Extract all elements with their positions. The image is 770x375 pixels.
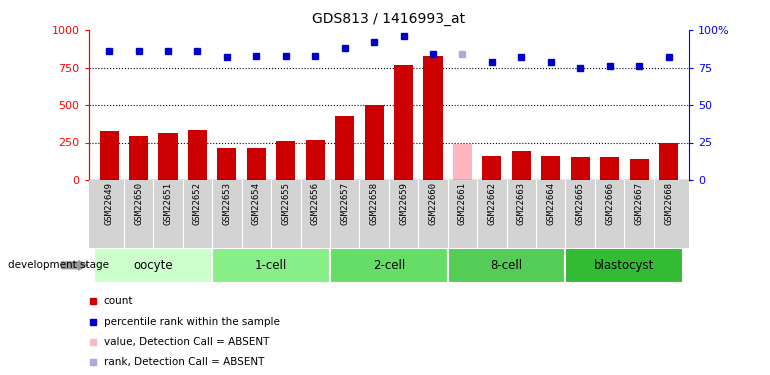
Text: GSM22654: GSM22654: [252, 182, 261, 225]
Text: GSM22651: GSM22651: [163, 182, 172, 225]
Text: 2-cell: 2-cell: [373, 259, 405, 272]
Bar: [630, 159, 648, 180]
Text: 1-cell: 1-cell: [255, 259, 287, 272]
Text: GSM22665: GSM22665: [576, 182, 584, 225]
Text: GSM22666: GSM22666: [605, 182, 614, 225]
Text: 8-cell: 8-cell: [490, 259, 523, 272]
Text: value, Detection Call = ABSENT: value, Detection Call = ABSENT: [103, 337, 269, 347]
Text: GSM22662: GSM22662: [487, 182, 497, 225]
Bar: [335, 116, 354, 180]
Bar: [213, 248, 330, 283]
Text: GSM22655: GSM22655: [281, 182, 290, 225]
Text: development stage: development stage: [8, 260, 109, 270]
Bar: [247, 148, 266, 180]
Bar: [276, 141, 296, 180]
Text: GSM22659: GSM22659: [399, 182, 408, 225]
Text: GSM22667: GSM22667: [634, 182, 644, 225]
Text: count: count: [103, 296, 133, 306]
Bar: [129, 136, 148, 180]
Text: percentile rank within the sample: percentile rank within the sample: [103, 316, 280, 327]
Text: blastocyst: blastocyst: [594, 259, 654, 272]
Bar: [482, 156, 501, 180]
Text: GSM22653: GSM22653: [223, 182, 232, 225]
Title: GDS813 / 1416993_at: GDS813 / 1416993_at: [313, 12, 465, 26]
Bar: [453, 144, 472, 180]
Text: GSM22663: GSM22663: [517, 182, 526, 225]
Bar: [571, 157, 590, 180]
Bar: [217, 148, 236, 180]
Text: GSM22652: GSM22652: [193, 182, 202, 225]
Text: GSM22650: GSM22650: [134, 182, 143, 225]
Bar: [99, 130, 119, 180]
Bar: [364, 105, 383, 180]
Bar: [330, 248, 447, 283]
Bar: [306, 140, 325, 180]
Text: GSM22664: GSM22664: [546, 182, 555, 225]
Bar: [95, 248, 213, 283]
Bar: [541, 156, 561, 180]
Text: GSM22658: GSM22658: [370, 182, 379, 225]
Text: GSM22668: GSM22668: [664, 182, 673, 225]
Bar: [424, 56, 443, 180]
Text: oocyte: oocyte: [133, 259, 173, 272]
Text: GSM22657: GSM22657: [340, 182, 349, 225]
Bar: [447, 248, 565, 283]
Bar: [394, 64, 413, 180]
Bar: [600, 157, 619, 180]
Bar: [659, 143, 678, 180]
Text: GSM22661: GSM22661: [458, 182, 467, 225]
Bar: [188, 130, 207, 180]
Text: GSM22660: GSM22660: [429, 182, 437, 225]
Text: rank, Detection Call = ABSENT: rank, Detection Call = ABSENT: [103, 357, 264, 367]
Bar: [565, 248, 683, 283]
Text: GSM22656: GSM22656: [311, 182, 320, 225]
Text: GSM22649: GSM22649: [105, 182, 114, 225]
Bar: [512, 151, 531, 180]
Bar: [159, 133, 178, 180]
